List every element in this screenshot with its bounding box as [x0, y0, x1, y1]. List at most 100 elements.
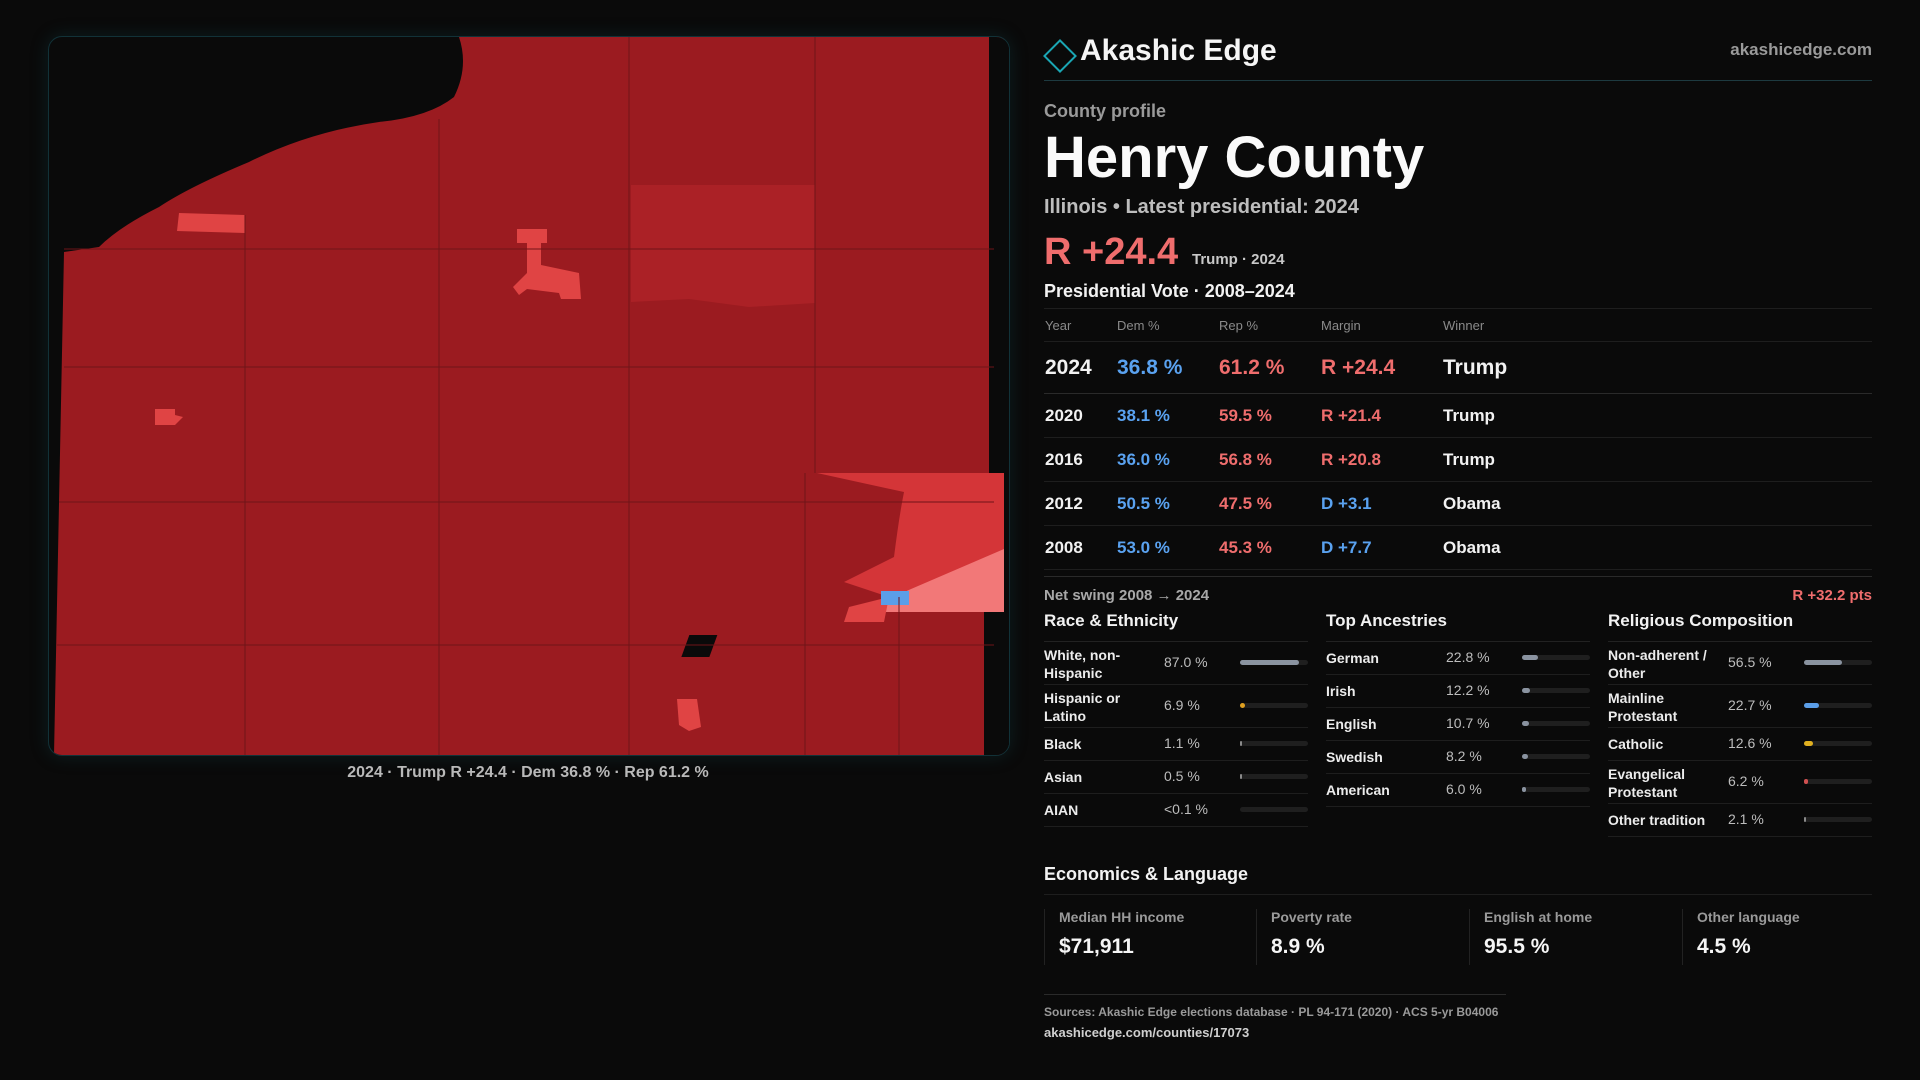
profile-subtitle: Illinois • Latest presidential: 2024 — [1044, 196, 1359, 218]
cell-rep: 59.5 % — [1218, 393, 1320, 438]
table-row: 2012 50.5 % 47.5 % D +3.1 Obama — [1044, 481, 1872, 526]
share-bar-fill — [1804, 817, 1806, 822]
list-item: Catholic 12.6 % — [1608, 728, 1872, 761]
item-value: 56.5 % — [1728, 654, 1772, 670]
share-bar — [1522, 655, 1590, 660]
share-bar-fill — [1804, 703, 1820, 708]
cell-rep: 45.3 % — [1218, 525, 1320, 570]
brand-header: Akashic Edge akashicedge.com — [1043, 30, 1872, 81]
county-map[interactable] — [48, 36, 1010, 756]
latest-margin: R +24.4 Trump · 2024 — [1044, 231, 1872, 275]
list-item: Hispanic or Latino 6.9 % — [1044, 685, 1308, 728]
cell-margin: R +21.4 — [1320, 393, 1442, 438]
diamond-outline-icon — [1043, 39, 1077, 73]
share-bar-fill — [1522, 787, 1527, 792]
list-item: White, non-Hispanic 87.0 % — [1044, 642, 1308, 685]
share-bar — [1240, 774, 1308, 779]
table-row: 2016 36.0 % 56.8 % R +20.8 Trump — [1044, 437, 1872, 482]
cell-margin: D +3.1 — [1320, 481, 1442, 526]
item-label: Black — [1044, 736, 1082, 752]
item-label: Non-adherent / Other — [1608, 647, 1707, 681]
share-bar-fill — [1804, 779, 1809, 784]
cell-dem: 36.0 % — [1116, 437, 1218, 482]
precinct-town-west[interactable] — [177, 213, 245, 233]
cell-winner: Obama — [1442, 525, 1872, 570]
item-label: Swedish — [1326, 749, 1383, 765]
race-ethnicity-section: Race & Ethnicity White, non-Hispanic 87.0… — [1044, 611, 1308, 827]
cell-winner: Trump — [1442, 393, 1872, 438]
col-rep: Rep % — [1218, 308, 1320, 342]
share-bar — [1240, 807, 1308, 812]
cell-winner: Trump — [1442, 341, 1872, 394]
item-value: 6.9 % — [1164, 697, 1200, 713]
item-label: AIAN — [1044, 802, 1079, 818]
share-bar-fill — [1522, 754, 1528, 759]
cell-dem: 38.1 % — [1116, 393, 1218, 438]
col-year: Year — [1044, 308, 1116, 342]
precinct-light-east[interactable] — [817, 473, 1004, 597]
precinct-map-svg — [49, 37, 1009, 755]
cell-winner: Trump — [1442, 437, 1872, 482]
share-bar — [1240, 660, 1308, 665]
precinct-town-south[interactable] — [677, 699, 701, 731]
precinct-town-sw[interactable] — [155, 409, 183, 425]
share-bar — [1804, 779, 1872, 784]
share-bar — [1804, 741, 1872, 746]
item-value: 6.0 % — [1446, 781, 1482, 797]
share-bar — [1522, 721, 1590, 726]
vote-heading: Presidential Vote · 2008–2024 — [1044, 281, 1295, 301]
sources-url[interactable]: akashicedge.com/counties/17073 — [1044, 1025, 1250, 1040]
precinct-town-kewanee[interactable] — [844, 597, 889, 622]
item-value: 0.5 % — [1164, 768, 1200, 784]
share-bar-fill — [1522, 721, 1530, 726]
econ-label: Other language — [1697, 909, 1800, 925]
margin-value: R +24.4 — [1044, 231, 1179, 273]
religion-section: Religious Composition Non-adherent / Oth… — [1608, 611, 1872, 837]
econ-value: 95.5 % — [1484, 935, 1550, 958]
share-bar — [1804, 660, 1872, 665]
swing-label: Net swing 2008 → 2024 — [1044, 587, 1210, 604]
share-bar-fill — [1240, 660, 1300, 665]
table-row: 2024 36.8 % 61.2 % R +24.4 Trump — [1044, 341, 1872, 394]
list-item: Black 1.1 % — [1044, 728, 1308, 761]
precinct-town-north[interactable] — [513, 229, 581, 299]
list-item: American 6.0 % — [1326, 774, 1590, 807]
share-bar-fill — [1240, 703, 1245, 708]
item-value: 87.0 % — [1164, 654, 1208, 670]
col-winner: Winner — [1442, 308, 1872, 342]
item-value: 22.7 % — [1728, 697, 1772, 713]
township-boundaries — [57, 37, 994, 755]
precinct-medium-a[interactable] — [631, 185, 815, 307]
econ-value: $71,911 — [1059, 935, 1134, 958]
cell-rep: 61.2 % — [1218, 341, 1320, 394]
precinct-dem[interactable] — [881, 591, 909, 605]
cell-year: 2020 — [1044, 393, 1116, 438]
sources: Sources: Akashic Edge elections database… — [1044, 994, 1506, 1040]
table-row: 2008 53.0 % 45.3 % D +7.7 Obama — [1044, 525, 1872, 570]
econ-card-other-language: Other language 4.5 % — [1682, 909, 1893, 965]
econ-label: Poverty rate — [1271, 909, 1352, 925]
econ-card-income: Median HH income $71,911 — [1044, 909, 1255, 965]
econ-card-english: English at home 95.5 % — [1469, 909, 1680, 965]
brand-url[interactable]: akashicedge.com — [1730, 40, 1872, 59]
econ-card-poverty: Poverty rate 8.9 % — [1256, 909, 1467, 965]
col-margin: Margin — [1320, 308, 1442, 342]
list-item: AIAN <0.1 % — [1044, 794, 1308, 827]
list-item: Non-adherent / Other 56.5 % — [1608, 642, 1872, 685]
item-label: Evangelical Protestant — [1608, 766, 1686, 800]
item-value: 22.8 % — [1446, 649, 1490, 665]
cell-margin: R +20.8 — [1320, 437, 1442, 482]
share-bar — [1240, 703, 1308, 708]
share-bar — [1240, 741, 1308, 746]
econ-label: English at home — [1484, 909, 1593, 925]
swing-value: R +32.2 pts — [1792, 587, 1872, 604]
demographics: Race & Ethnicity White, non-Hispanic 87.0… — [1044, 611, 1872, 873]
cell-winner: Obama — [1442, 481, 1872, 526]
item-label: Mainline Protestant — [1608, 690, 1678, 724]
cell-rep: 56.8 % — [1218, 437, 1320, 482]
list-item: Swedish 8.2 % — [1326, 741, 1590, 774]
econ-value: 8.9 % — [1271, 935, 1325, 958]
list-item: Irish 12.2 % — [1326, 675, 1590, 708]
list-item: Mainline Protestant 22.7 % — [1608, 685, 1872, 728]
map-edge-notch — [984, 612, 1009, 755]
